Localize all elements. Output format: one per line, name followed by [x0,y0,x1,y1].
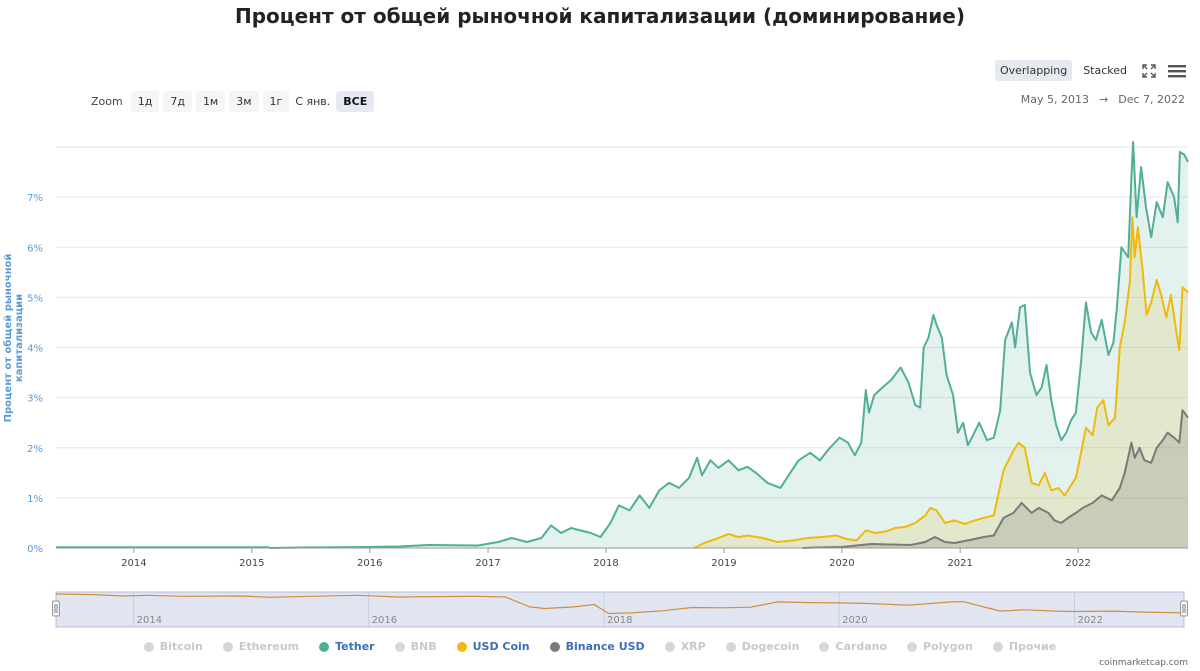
legend-item-cardano[interactable]: Cardano [819,640,887,653]
legend-marker-icon [664,641,675,652]
y-tick-label: 4% [27,344,43,355]
zoom-3m-button[interactable]: 3м [229,91,259,112]
chart-series [56,141,1189,549]
legend-label: BNB [410,640,437,653]
legend-marker-icon [456,641,467,652]
x-tick-label: 2022 [1065,558,1090,569]
zoom-controls: Zoom 1д 7д 1м 3м 1г С янв. ВСЕ [91,91,375,112]
navigator-tick-label: 2014 [137,615,162,626]
navigator-left-handle[interactable] [52,600,60,617]
x-tick-label: 2017 [475,558,500,569]
series-line-tether[interactable] [269,141,1189,549]
zoom-all-button[interactable]: ВСЕ [336,91,375,112]
navigator-tick-label: 2022 [1078,615,1103,626]
legend-label: XRP [680,640,706,653]
zoom-ytd-button[interactable]: С янв. [295,95,331,108]
series-line-usd-coin[interactable] [693,216,1189,549]
legend-label: Ethereum [238,640,300,653]
series-area-binance-usd [802,410,1188,548]
navigator-series-line [55,593,1185,615]
y-tick-label: 3% [27,394,43,405]
range-navigator[interactable]: 2014 2016 2018 2020 2022 [52,591,1188,628]
zoom-1m-button[interactable]: 1м [195,91,226,112]
legend-item-polygon[interactable]: Polygon [907,640,973,653]
hamburger-menu-icon[interactable] [1166,61,1188,81]
date-range-arrow: → [1099,93,1109,106]
legend-label: Cardano [835,640,888,653]
legend-item-dogecoin[interactable]: Dogecoin [725,640,800,653]
legend-marker-icon [819,641,830,652]
x-tick-label: 2019 [711,558,736,569]
stacked-button[interactable]: Stacked [1083,64,1127,77]
date-range: May 5, 2013 → Dec 7, 2022 [1021,93,1185,106]
legend-item-прочие[interactable]: Прочие [992,640,1057,653]
x-tick-label: 2014 [121,558,146,569]
legend-item-tether[interactable]: Tether [319,640,375,653]
legend-marker-icon [992,641,1003,652]
legend-marker-icon [143,641,154,652]
chart-legend: Bitcoin Ethereum Tether BNB USD Coin Binance … [0,640,1200,653]
source-credit: coinmarketcap.com [1099,658,1188,668]
zoom-7d-button[interactable]: 7д [163,91,192,112]
overlapping-button[interactable]: Overlapping [994,60,1073,81]
x-tick-label: 2018 [593,558,618,569]
y-tick-label: 2% [27,444,43,455]
legend-label: Tether [335,640,375,653]
legend-item-xrp[interactable]: XRP [664,640,706,653]
legend-label: Bitcoin [159,640,203,653]
y-tick-label: 0% [27,544,43,555]
y-tick-label: 6% [27,243,43,254]
legend-label: Polygon [923,640,973,653]
legend-marker-icon [319,641,330,652]
y-tick-label: 1% [27,494,43,505]
navigator-right-handle[interactable] [1180,600,1188,617]
zoom-label: Zoom [91,95,123,108]
date-range-from[interactable]: May 5, 2013 [1020,93,1089,106]
navigator-tick-label: 2018 [607,615,632,626]
series-area-tether [269,142,1189,548]
x-tick-label: 2015 [239,558,264,569]
legend-marker-icon [907,641,918,652]
fullscreen-icon[interactable] [1138,61,1160,81]
x-tick-label: 2021 [947,558,972,569]
series-area-usd-coin [694,217,1188,548]
y-tick-label: 5% [27,293,43,304]
x-tick-label: 2020 [829,558,854,569]
navigator-tick-label: 2020 [842,615,867,626]
x-tick-label: 2016 [357,558,382,569]
navigator-tick-label: 2016 [372,615,397,626]
legend-label: USD Coin [472,640,530,653]
legend-label: Dogecoin [741,640,800,653]
legend-marker-icon [222,641,233,652]
legend-marker-icon [549,641,560,652]
legend-label: Binance USD [565,640,645,653]
date-range-to[interactable]: Dec 7, 2022 [1118,93,1185,106]
chart-toolbar: Overlapping Stacked [994,60,1188,81]
chart-grid [56,146,1188,549]
legend-item-bnb[interactable]: BNB [394,640,437,653]
legend-item-ethereum[interactable]: Ethereum [222,640,300,653]
zoom-1d-button[interactable]: 1д [130,91,160,112]
zoom-1y-button[interactable]: 1г [262,91,290,112]
legend-marker-icon [725,641,736,652]
y-tick-label: 7% [27,193,43,204]
legend-item-bitcoin[interactable]: Bitcoin [143,640,203,653]
legend-item-usd-coin[interactable]: USD Coin [456,640,530,653]
chart-title: Процент от общей рыночной капитализации … [235,4,965,28]
series-line-binance-usd[interactable] [802,409,1189,549]
y-axis-label: Процент от общей рыночной капитализации [3,253,25,423]
chart-axes: 0% 1% 2% 3% 4% 5% 6% 7% 2014 2015 2016 2017 2018 2019… [27,193,1188,569]
legend-label: Прочие [1008,640,1057,653]
legend-marker-icon [394,641,405,652]
legend-item-binance-usd[interactable]: Binance USD [549,640,645,653]
